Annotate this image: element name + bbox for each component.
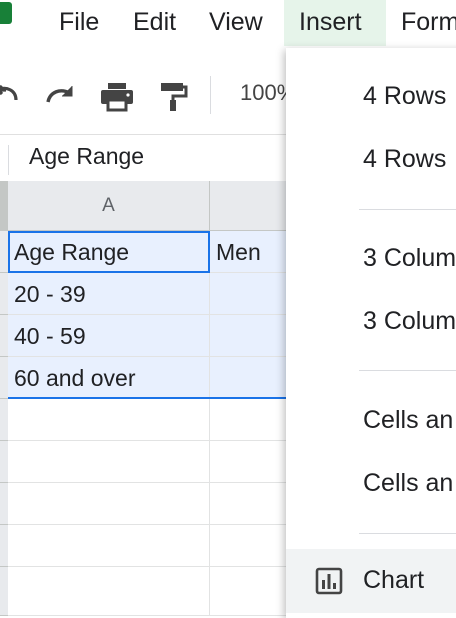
menu-bar: File Edit View Insert Form <box>0 0 456 46</box>
spreadsheet-grid: A Age Range Men 20 - 39 40 - 59 60 and o… <box>0 181 456 616</box>
menu-separator <box>359 209 456 210</box>
row-header[interactable] <box>0 441 8 483</box>
sheets-logo-icon[interactable] <box>0 2 12 24</box>
menu-file[interactable]: File <box>59 8 100 36</box>
insert-cells-shift-right[interactable]: Cells an <box>363 406 454 434</box>
column-header-b[interactable] <box>210 181 290 231</box>
print-icon[interactable] <box>97 76 137 116</box>
menu-separator <box>359 533 456 534</box>
insert-columns-left[interactable]: 3 Colum <box>363 244 456 272</box>
menu-view[interactable]: View <box>209 8 263 36</box>
formula-bar: Age Range <box>0 134 456 181</box>
row-header[interactable] <box>0 357 8 399</box>
cell[interactable] <box>8 399 210 441</box>
menu-insert[interactable]: Insert <box>284 0 386 46</box>
menu-separator <box>359 370 456 371</box>
cell[interactable] <box>210 483 290 525</box>
cell-b1[interactable]: Men <box>210 231 290 273</box>
cell[interactable] <box>8 525 210 567</box>
cell-b4[interactable] <box>210 357 290 399</box>
cell[interactable] <box>8 483 210 525</box>
insert-menu-dropdown: 4 Rows 4 Rows 3 Colum 3 Colum Cells an C… <box>286 48 456 618</box>
cell[interactable] <box>210 567 290 616</box>
cell[interactable] <box>8 567 210 616</box>
row-header[interactable] <box>0 231 8 273</box>
insert-rows-below[interactable]: 4 Rows <box>363 145 447 173</box>
formula-input[interactable]: Age Range <box>29 143 145 169</box>
cell-b2[interactable] <box>210 273 290 315</box>
row-header[interactable] <box>0 525 8 567</box>
menu-edit[interactable]: Edit <box>133 8 177 36</box>
menu-format[interactable]: Form <box>401 8 456 36</box>
column-header-a[interactable]: A <box>8 181 210 231</box>
redo-icon[interactable] <box>40 76 80 116</box>
cell[interactable] <box>8 441 210 483</box>
cell[interactable] <box>210 441 290 483</box>
row-header[interactable] <box>0 399 8 441</box>
cell-a2[interactable]: 20 - 39 <box>8 273 210 315</box>
insert-rows-above[interactable]: 4 Rows <box>363 82 447 110</box>
cell-a3[interactable]: 40 - 59 <box>8 315 210 357</box>
insert-chart[interactable]: Chart <box>363 566 425 594</box>
row-header[interactable] <box>0 483 8 525</box>
cell[interactable] <box>210 525 290 567</box>
toolbar-separator <box>210 76 211 114</box>
row-header[interactable] <box>0 273 8 315</box>
cell[interactable] <box>210 399 290 441</box>
select-all-corner[interactable] <box>0 181 8 231</box>
formula-bar-separator <box>8 145 9 175</box>
cell-b3[interactable] <box>210 315 290 357</box>
insert-columns-right[interactable]: 3 Colum <box>363 307 456 335</box>
insert-cells-shift-down[interactable]: Cells an <box>363 469 454 497</box>
chart-icon <box>315 567 343 595</box>
row-header[interactable] <box>0 567 8 616</box>
chart-item-highlight <box>286 549 456 613</box>
cell-a1[interactable]: Age Range <box>8 231 210 273</box>
paint-format-icon[interactable] <box>153 76 193 116</box>
undo-icon[interactable] <box>0 76 24 116</box>
row-header[interactable] <box>0 315 8 357</box>
cell-a4[interactable]: 60 and over <box>8 357 210 399</box>
